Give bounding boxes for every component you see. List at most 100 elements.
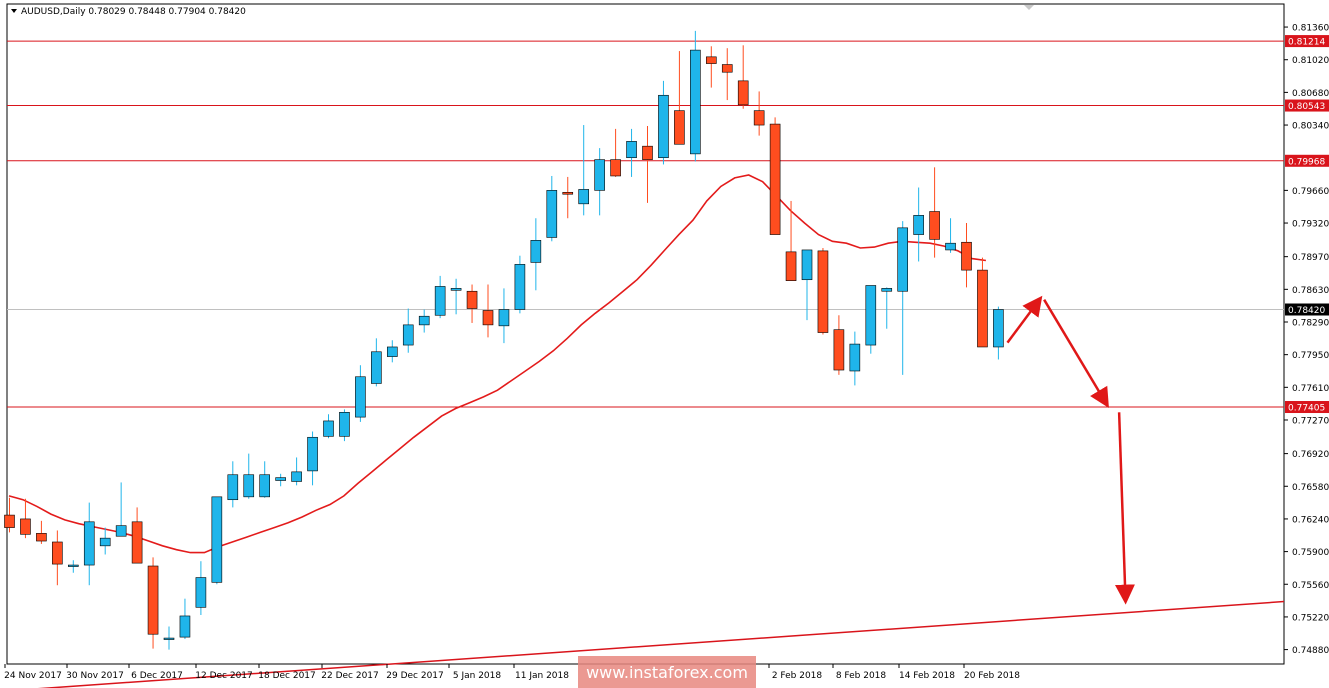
candle-body [642, 145, 653, 160]
scroll-indicator-icon[interactable] [1024, 5, 1034, 10]
y-tick-label: 0.75900 [1292, 548, 1329, 558]
candle [83, 502, 95, 586]
candle [721, 48, 733, 101]
y-tick-label: 0.78290 [1292, 318, 1329, 328]
candle [833, 315, 845, 375]
candle [291, 457, 302, 486]
candle-body [386, 346, 398, 357]
watermark-background [578, 656, 756, 688]
x-tick-label: 8 Feb 2018 [836, 671, 887, 681]
y-tick-label: 0.75560 [1292, 581, 1329, 591]
candle-body [4, 514, 15, 528]
candle-body [993, 309, 1004, 348]
y-tick-label: 0.78970 [1292, 253, 1329, 263]
level-tag-3 [1285, 401, 1329, 414]
candle [498, 288, 510, 344]
candle [99, 527, 111, 555]
level-label-1: 0.80543 [1288, 102, 1325, 112]
candle-body [179, 615, 191, 638]
y-tick-label: 0.76580 [1292, 483, 1329, 493]
candle-body [259, 474, 271, 498]
forecast-arrow-2 [1114, 412, 1135, 605]
candle [913, 187, 924, 262]
candle [131, 507, 143, 564]
candle-body [434, 286, 446, 316]
candle [147, 557, 159, 649]
candle-body [530, 240, 542, 263]
candle-body [865, 285, 877, 346]
candle-body [913, 215, 924, 235]
candle-body [291, 471, 302, 482]
trendline-segment [37, 600, 1285, 688]
x-tick-label: 20 Feb 2018 [964, 671, 1020, 681]
candle-body [690, 49, 701, 155]
x-tick-label: 6 Dec 2017 [131, 671, 183, 681]
candle [642, 126, 653, 203]
candle [386, 340, 398, 363]
forecast-arrow-1 [1043, 299, 1109, 409]
candle [211, 496, 223, 585]
y-tick-label: 0.75220 [1292, 613, 1329, 623]
candle [578, 125, 590, 216]
candle [482, 284, 494, 338]
candle [658, 80, 669, 165]
candle [785, 200, 797, 281]
candle-body [801, 249, 813, 281]
y-tick-label: 0.77270 [1292, 416, 1329, 426]
x-tick-label: 5 Jan 2018 [453, 671, 501, 681]
candle [402, 308, 414, 353]
candle-body [52, 541, 63, 565]
candle-body [482, 310, 494, 326]
candle [690, 30, 701, 162]
horizontal-levels: 0.81214 0.80543 0.79968 0.77405 0.78420 [7, 35, 1329, 414]
candle-body [275, 477, 286, 481]
candle [52, 530, 63, 586]
candle [961, 223, 972, 288]
symbol-info: AUDUSD,Daily 0.78029 0.78448 0.77904 0.7… [21, 7, 246, 17]
candle [275, 473, 286, 487]
candle [68, 560, 79, 573]
candle [610, 128, 621, 177]
price-axis: 0.81360 0.81020 0.80680 0.80340 0.79660 0.793… [1284, 24, 1329, 656]
candle-body [498, 309, 510, 327]
moving-average-line [8, 174, 987, 554]
candle-body [83, 521, 95, 566]
candle-body [307, 436, 318, 472]
candle [514, 255, 526, 314]
candle-body [721, 64, 733, 73]
y-tick-label: 0.78630 [1292, 286, 1329, 296]
candle [307, 431, 318, 486]
candle [753, 91, 765, 136]
candle [466, 284, 478, 323]
candle [371, 338, 382, 387]
candle [594, 148, 605, 216]
candle-body [339, 411, 350, 437]
candle-body [817, 250, 829, 333]
forecast-arrows [1006, 295, 1135, 605]
candle-body [163, 637, 175, 640]
candle-body [514, 264, 526, 310]
current-price-label: 0.78420 [1288, 306, 1325, 316]
candle [801, 249, 813, 321]
candle [418, 309, 430, 333]
y-tick-label: 0.81360 [1292, 24, 1329, 34]
level-tag-0 [1285, 35, 1329, 48]
y-tick-label: 0.74880 [1292, 646, 1329, 656]
candle [769, 117, 781, 235]
level-tag-1 [1285, 99, 1329, 112]
candle [450, 278, 462, 315]
candle-body [36, 533, 47, 542]
y-tick-label: 0.80680 [1292, 89, 1329, 99]
level-label-0: 0.81214 [1288, 38, 1325, 48]
candle-body [195, 577, 207, 608]
triangle-down-icon[interactable] [11, 9, 17, 13]
candle-body [897, 227, 909, 292]
x-tick-label: 30 Nov 2017 [66, 671, 124, 681]
candle-body [418, 315, 430, 326]
candle-body [450, 288, 462, 291]
candle [434, 275, 446, 319]
candle-body [147, 565, 159, 635]
candle [259, 461, 271, 498]
x-tick-label: 11 Jan 2018 [515, 671, 569, 681]
